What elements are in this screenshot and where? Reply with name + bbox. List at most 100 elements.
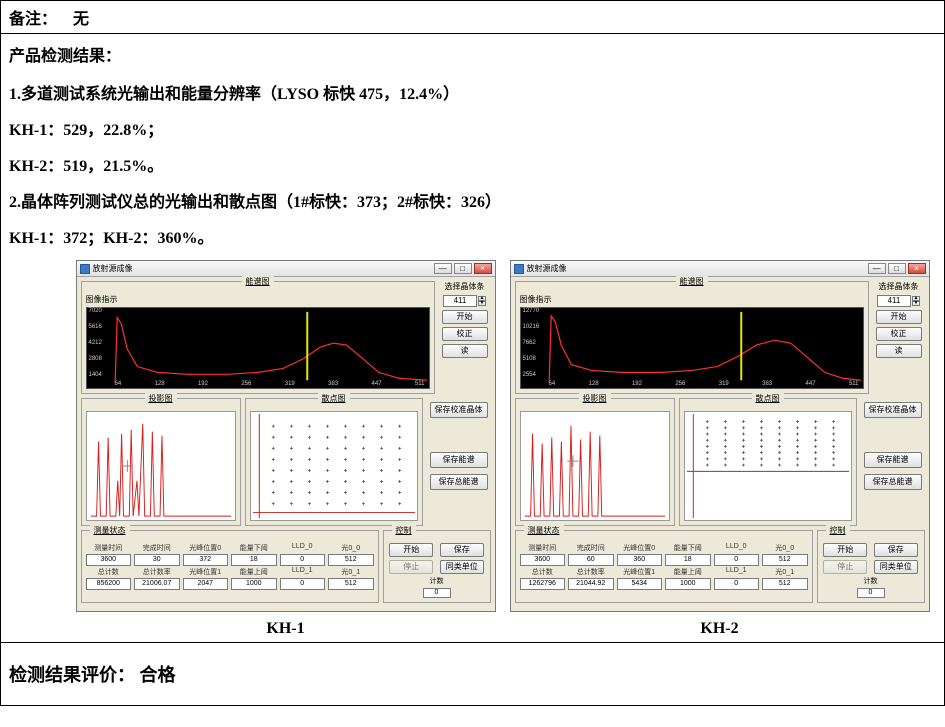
status-label: 能量下阈: [231, 543, 277, 553]
save-calibration-button[interactable]: 保存校准晶体: [864, 402, 922, 418]
caption-kh2: KH-2: [700, 620, 738, 638]
remark-row: 备注： 无: [0, 0, 945, 33]
status-value: 3600: [520, 554, 566, 566]
control-group: 控制 开始 保存 停止 同类单位计数0: [817, 530, 925, 603]
save-buttons-column: 保存校准晶体 保存能谱 保存总能谱: [427, 398, 491, 530]
status-label: LLD_0: [714, 543, 760, 553]
maximize-button[interactable]: □: [888, 263, 906, 274]
window-title: 放射源成像: [93, 263, 133, 274]
start-button[interactable]: 开始: [876, 310, 922, 324]
spectrum-group: 能谱图图像指示127701021676625108255464128192256…: [515, 281, 869, 394]
ctrl-back-button[interactable]: 同类单位: [874, 560, 918, 574]
status-label: LLD_1: [714, 567, 760, 577]
app-icon: [514, 264, 524, 274]
instrument-kh1-wrap: 放射源成像 — □ × 能谱图图像指示 702056164212280814046…: [76, 260, 496, 638]
status-value: 60: [568, 554, 614, 566]
control-legend: 控制: [392, 525, 416, 536]
status-label: 光0_0: [328, 543, 374, 553]
projection-plot: [86, 411, 236, 521]
ctrl-stop-button[interactable]: 停止: [823, 560, 867, 574]
status-value: 2047: [183, 578, 229, 590]
status-value: 512: [762, 554, 808, 566]
instrument-window-kh2: 放射源成像 — □ × 能谱图图像指示127701021676625108255…: [510, 260, 930, 612]
read-button[interactable]: 读: [876, 344, 922, 358]
status-value: 21006.07: [134, 578, 180, 590]
graph-label: 图像指示: [86, 294, 430, 305]
status-label: 测量时间: [86, 543, 132, 553]
status-value: 1000: [231, 578, 277, 590]
status-label: 测量时间: [520, 543, 566, 553]
spectrum-legend: 能谱图: [242, 276, 274, 287]
read-button[interactable]: 读: [442, 344, 488, 358]
ctrl-save-button[interactable]: 保存: [874, 543, 918, 557]
status-value: 1000: [665, 578, 711, 590]
minimize-button[interactable]: —: [868, 263, 886, 274]
close-button[interactable]: ×: [908, 263, 926, 274]
status-legend: 测量状态: [524, 525, 564, 536]
crystal-number-field[interactable]: 411 ▲▼: [443, 295, 486, 307]
status-value: 0: [714, 578, 760, 590]
evaluation-value: 合格: [140, 665, 176, 685]
calibrate-button[interactable]: 校正: [876, 327, 922, 341]
titlebar: 放射源成像 — □ ×: [77, 261, 495, 277]
status-label: 能量下阈: [665, 543, 711, 553]
spectrum-plot: 1277010216766251082554641281922563193834…: [520, 307, 864, 389]
maximize-button[interactable]: □: [454, 263, 472, 274]
results-section: 产品检测结果： 1.多道测试系统光输出和能量分辨率（LYSO 标快 475，12…: [0, 33, 945, 643]
save-buttons-column: 保存校准晶体 保存能谱 保存总能谱: [861, 398, 925, 530]
results-kh1-a: KH-1：529，22.8%；: [9, 116, 936, 140]
titlebar: 放射源成像 — □ ×: [511, 261, 929, 277]
status-value: 512: [762, 578, 808, 590]
status-grid: 测量时间完成时间光峰位置0能量下阈LLD_0光0_036006036018051…: [520, 543, 808, 590]
status-label: 光峰位置0: [617, 543, 663, 553]
ctrl-start-button[interactable]: 开始: [823, 543, 867, 557]
calibrate-button[interactable]: 校正: [442, 327, 488, 341]
start-button[interactable]: 开始: [442, 310, 488, 324]
status-label: 总计数: [86, 567, 132, 577]
status-value: 30: [134, 554, 180, 566]
remark-label: 备注：: [9, 11, 57, 28]
spectrum-plot: 7020561642122808140464128192256319383447…: [86, 307, 430, 389]
status-label: 总计数率: [134, 567, 180, 577]
step-down-icon[interactable]: ▼: [478, 301, 486, 306]
instrument-screenshots: 放射源成像 — □ × 能谱图图像指示 702056164212280814046…: [69, 260, 936, 638]
status-value: 5434: [617, 578, 663, 590]
crystal-number-field[interactable]: 411 ▲▼: [877, 295, 920, 307]
scatter-legend: 散点图: [752, 393, 784, 404]
status-label: 完成时间: [568, 543, 614, 553]
status-label: 光峰位置1: [617, 567, 663, 577]
select-crystal-label: 选择晶体条: [879, 281, 919, 292]
status-label: 总计数: [520, 567, 566, 577]
status-value: 0: [280, 554, 326, 566]
ctrl-start-button[interactable]: 开始: [389, 543, 433, 557]
status-label: 光峰位置1: [183, 567, 229, 577]
count-value: 0: [857, 588, 885, 598]
projection-plot: [520, 411, 670, 521]
ctrl-stop-button[interactable]: 停止: [389, 560, 433, 574]
results-line-1: 1.多道测试系统光输出和能量分辨率（LYSO 标快 475，12.4%）: [9, 80, 936, 104]
scatter-plot: [250, 411, 418, 521]
status-value: 0: [714, 554, 760, 566]
control-group: 控制 开始 保存 停止 同类单位计数0: [383, 530, 491, 603]
close-button[interactable]: ×: [474, 263, 492, 274]
save-total-spectrum-button[interactable]: 保存总能谱: [430, 474, 488, 490]
evaluation-row: 检测结果评价： 合格: [0, 643, 945, 706]
status-label: 总计数率: [568, 567, 614, 577]
ctrl-back-button[interactable]: 同类单位: [440, 560, 484, 574]
save-total-spectrum-button[interactable]: 保存总能谱: [864, 474, 922, 490]
status-group: 测量状态测量时间完成时间光峰位置0能量下阈LLD_0光0_03600303721…: [81, 530, 379, 603]
status-group: 测量状态测量时间完成时间光峰位置0能量下阈LLD_0光0_03600603601…: [515, 530, 813, 603]
document: 备注： 无 产品检测结果： 1.多道测试系统光输出和能量分辨率（LYSO 标快 …: [0, 0, 945, 706]
save-spectrum-button[interactable]: 保存能谱: [864, 452, 922, 468]
save-calibration-button[interactable]: 保存校准晶体: [430, 402, 488, 418]
status-value: 360: [617, 554, 663, 566]
status-label: 完成时间: [134, 543, 180, 553]
projection-group: 投影图: [81, 398, 241, 526]
spectrum-legend: 能谱图: [676, 276, 708, 287]
status-label: 光0_1: [762, 567, 808, 577]
minimize-button[interactable]: —: [434, 263, 452, 274]
ctrl-save-button[interactable]: 保存: [440, 543, 484, 557]
save-spectrum-button[interactable]: 保存能谱: [430, 452, 488, 468]
status-value: 18: [665, 554, 711, 566]
step-down-icon[interactable]: ▼: [912, 301, 920, 306]
